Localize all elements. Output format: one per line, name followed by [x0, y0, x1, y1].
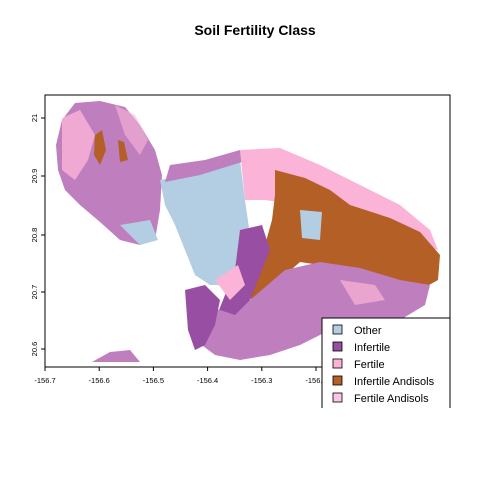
west-maui-fertile-ridge-2 [115, 105, 148, 155]
crater-other [300, 210, 322, 240]
y-tick-label: 21 [30, 114, 39, 122]
x-tick-label: -156.2 [305, 376, 326, 385]
y-tick-label: 20.8 [30, 228, 39, 243]
legend-swatch [332, 324, 343, 335]
legend-swatch [332, 392, 343, 403]
legend-label: Other [354, 325, 382, 337]
west-maui-fertile-ridge [62, 110, 95, 180]
legend-swatch [332, 341, 343, 352]
bottom-clip [320, 408, 460, 480]
x-tick-label: -156.4 [197, 376, 218, 385]
y-tick-label: 20.7 [30, 285, 39, 300]
legend-label: Infertile Andisols [354, 376, 435, 388]
west-maui-other [120, 220, 158, 245]
x-tick-label: -156.5 [143, 376, 164, 385]
haleakala-andisols [245, 170, 440, 305]
x-tick-label: -156.6 [89, 376, 110, 385]
south-fragment [92, 350, 140, 362]
y-tick-label: 20.6 [30, 342, 39, 357]
south-fertile-patch [340, 280, 385, 305]
y-axis: 20.6 20.7 20.8 20.9 21 [30, 114, 45, 356]
legend-box [321, 317, 451, 411]
isthmus-other [160, 160, 250, 285]
southwest-fertile [215, 265, 245, 300]
island-map [56, 101, 440, 362]
legend-label: Fertile [354, 359, 385, 371]
legend-swatch [332, 375, 343, 386]
isthmus-infertile-north [165, 150, 242, 182]
x-tick-label: -156.3 [251, 376, 272, 385]
legend: Other Infertile Fertile Infertile Andisols F… [321, 317, 451, 411]
legend-label: Infertile [354, 342, 390, 354]
legend-swatch [332, 358, 343, 369]
y-tick-label: 20.9 [30, 169, 39, 184]
infertile-band [215, 225, 270, 330]
map-title: Soil Fertility Class [194, 22, 316, 38]
legend-label: Fertile Andisols [354, 393, 429, 405]
west-maui-andisols-1 [94, 130, 106, 165]
x-tick-label: -156.7 [34, 376, 55, 385]
southwest-infertile [185, 285, 220, 350]
west-maui-andisols-2 [118, 140, 128, 162]
